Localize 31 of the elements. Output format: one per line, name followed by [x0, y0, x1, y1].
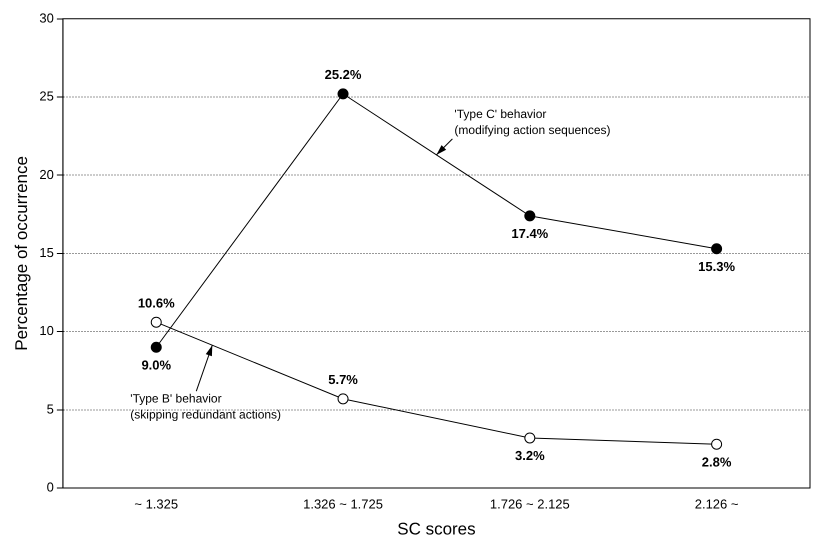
- text: 'Type C' behavior (modifying action sequences): [454, 107, 611, 138]
- point: [338, 393, 349, 404]
- point: [711, 243, 722, 254]
- data-label: 5.7%: [328, 372, 358, 387]
- y-tick-label: 20: [39, 166, 54, 182]
- data-label: 9.0%: [141, 357, 172, 372]
- point: [150, 316, 162, 328]
- y-axis-title: Percentage of occurrence: [12, 156, 31, 351]
- y-tick-label: 5: [46, 401, 54, 416]
- point: [150, 342, 162, 353]
- y-tick-label: 0: [46, 480, 54, 495]
- data-label: 25.2%: [324, 66, 362, 82]
- data-label: 3.2%: [515, 448, 546, 464]
- series-label: 'Type B' behavior (skipping redundant actions): [130, 392, 282, 422]
- y-tick-label: 10: [39, 323, 54, 338]
- data-label: 15.3%: [698, 258, 736, 274]
- data-label: 10.6%: [138, 295, 176, 310]
- y-tick-label: 25: [39, 88, 54, 104]
- x-tick-label: 1.726 ~ 2.125: [490, 496, 570, 512]
- x-axis-title: SC scores: [397, 519, 476, 538]
- point: [711, 438, 722, 450]
- point: [524, 210, 536, 222]
- x-tick-label: 1.326 ~ 1.725: [303, 496, 383, 512]
- x-tick-label: 2.126 ~: [694, 496, 739, 512]
- y-tick-label: 30: [39, 10, 54, 26]
- x-tick-label: ~ 1.325: [134, 496, 178, 512]
- data-label: 17.4%: [511, 226, 549, 241]
- y-tick-label: 15: [39, 244, 54, 260]
- point: [338, 88, 349, 100]
- data-label: 2.8%: [702, 454, 732, 470]
- point: [524, 432, 536, 444]
